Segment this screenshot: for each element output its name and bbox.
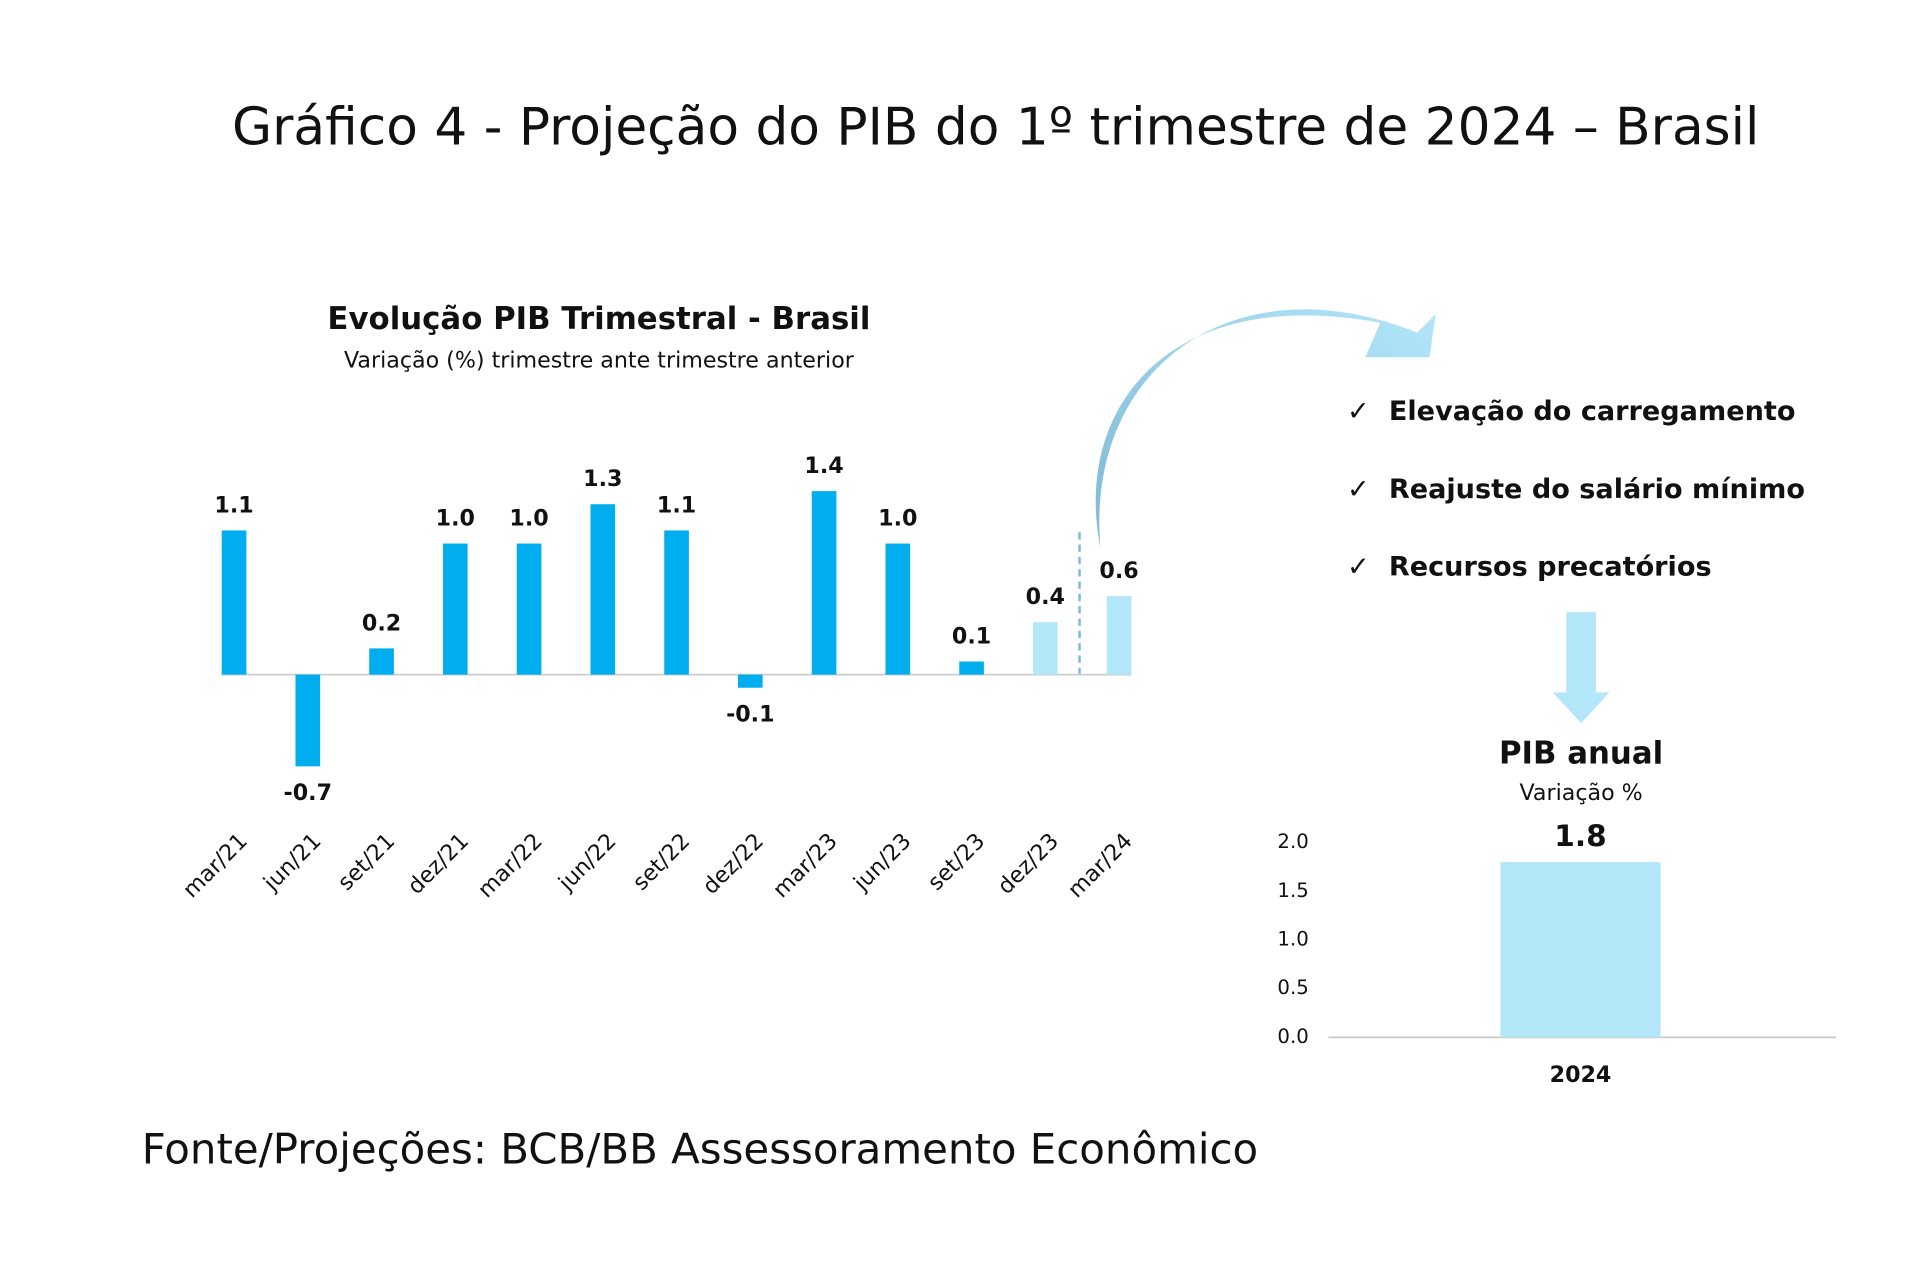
y-tick-label: 0.0	[1277, 1025, 1308, 1048]
x-tick-label: set/23	[923, 828, 991, 896]
data-label: 1.3	[583, 466, 622, 492]
bar	[885, 543, 911, 675]
chart-subtitle: Variação %	[1519, 780, 1642, 806]
y-tick-label: 1.0	[1277, 927, 1308, 950]
bar	[664, 530, 689, 675]
data-label: 1.1	[214, 492, 253, 518]
bar	[590, 504, 616, 675]
data-label: 1.0	[509, 505, 548, 531]
x-tick-label: jun/21	[258, 828, 327, 897]
data-label: -0.1	[726, 701, 774, 727]
x-tick-label: set/22	[628, 828, 696, 896]
bar	[737, 674, 763, 688]
bar	[221, 530, 247, 675]
data-label: 1.4	[804, 453, 843, 479]
check: ✓	[1347, 551, 1370, 582]
x-tick-label: mar/22	[473, 828, 548, 903]
data-label: 0.1	[952, 623, 991, 649]
x-tick-label: dez/21	[403, 828, 474, 899]
data-label: 0.2	[362, 610, 401, 636]
chart-title: Evolução PIB Trimestral - Brasil	[327, 301, 870, 337]
bar	[1500, 862, 1661, 1038]
chart-subtitle: Variação (%) trimestre ante trimestre an…	[344, 347, 855, 373]
data-label: 0.4	[1026, 584, 1065, 610]
chart-title: PIB anual	[1499, 736, 1663, 772]
data-label: 1.0	[436, 505, 475, 531]
down-arrow	[1552, 612, 1610, 724]
bar	[295, 674, 321, 767]
note: Elevação do carregamento	[1389, 396, 1796, 427]
bar	[811, 491, 837, 675]
check: ✓	[1347, 474, 1370, 505]
arrow	[1095, 309, 1436, 549]
data-label: 1.0	[878, 505, 917, 531]
x-tick-label: 2024	[1550, 1062, 1612, 1088]
x-tick-label: mar/21	[178, 828, 253, 903]
data-label: -0.7	[284, 780, 332, 806]
x-tick-label: dez/23	[993, 828, 1064, 899]
check: ✓	[1347, 396, 1370, 427]
bar	[516, 543, 542, 675]
x-tick-label: jun/22	[553, 828, 622, 897]
bar	[369, 648, 394, 675]
x-tick-label: mar/24	[1063, 828, 1138, 903]
x-tick-label: jun/23	[848, 828, 917, 897]
y-tick-label: 1.5	[1277, 879, 1308, 902]
x-tick-label: set/21	[333, 828, 401, 896]
note: Reajuste do salário mínimo	[1389, 474, 1805, 505]
x-tick-label: dez/22	[698, 828, 769, 899]
bar	[442, 543, 468, 675]
bar	[1032, 622, 1058, 675]
source: Fonte/Projeções: BCB/BB Assessoramento E…	[142, 1124, 1258, 1173]
bar	[959, 661, 984, 675]
data-label: 1.1	[657, 492, 696, 518]
page-title: Gráfico 4 - Projeção do PIB do 1º trimes…	[232, 98, 1759, 158]
bar	[1106, 595, 1132, 675]
data-label: 0.6	[1099, 558, 1138, 584]
notes: ✓ Elevação do carregamento ✓ Reajuste do…	[1347, 396, 1805, 582]
note: Recursos precatórios	[1389, 551, 1712, 582]
x-tick-label: mar/23	[768, 828, 843, 903]
data-label: 1.8	[1554, 819, 1606, 853]
y-tick-label: 0.5	[1277, 976, 1308, 999]
y-tick-label: 2.0	[1277, 830, 1308, 853]
